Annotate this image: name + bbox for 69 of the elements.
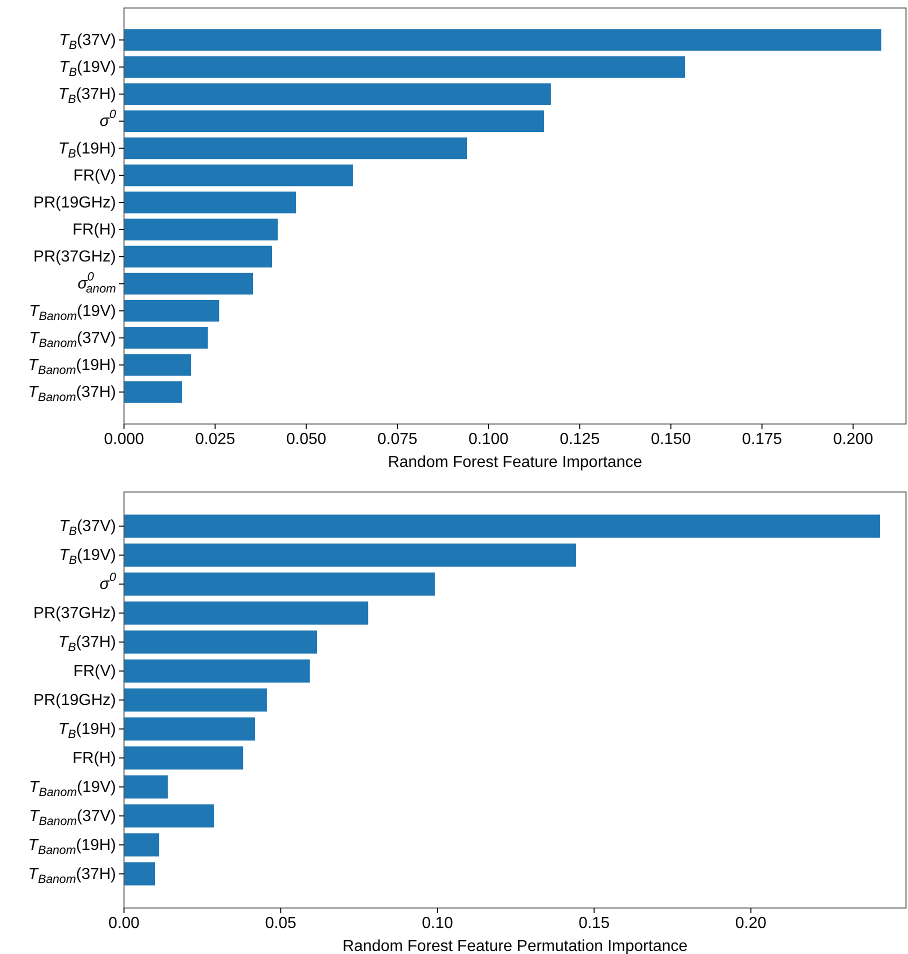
- y-tick-label: T$_{B}$(19H): [58, 720, 116, 741]
- bar: [124, 659, 310, 683]
- bar: [124, 544, 576, 567]
- x-tick-label: 0.175: [742, 431, 782, 448]
- bar: [124, 804, 214, 828]
- x-tick-label: 0.025: [195, 431, 236, 448]
- y-tick-label: PR(37GHz): [33, 604, 116, 622]
- bar: [124, 514, 880, 538]
- bar: [124, 56, 686, 78]
- bar: [124, 630, 318, 654]
- y-tick-label: FR(H): [72, 221, 116, 238]
- bar: [124, 572, 435, 596]
- x-tick-label: 0.05: [265, 915, 296, 932]
- y-tick-label: T$_{B}$(37H): [58, 86, 116, 106]
- x-tick-label: 0.050: [286, 431, 326, 448]
- x-axis-title: Random Forest Feature Permutation Importance: [342, 938, 688, 954]
- y-tick-label: T$_{Banom}$(19H): [28, 836, 116, 857]
- bar: [124, 354, 192, 376]
- y-tick-label: PR(37GHz): [33, 248, 116, 266]
- y-tick-label: T$_{Banom}$(37V): [29, 329, 116, 350]
- x-tick-label: 0.200: [833, 431, 874, 448]
- bar: [124, 29, 882, 51]
- x-tick-label: 0.20: [735, 915, 767, 932]
- bar: [124, 746, 244, 770]
- x-axis-title: Random Forest Feature Importance: [388, 454, 642, 471]
- bar: [124, 110, 544, 132]
- bar: [124, 272, 254, 295]
- y-tick-label: T$_{Banom}$(37V): [29, 807, 116, 828]
- y-tick-label: σ$^{0}$: [100, 107, 116, 130]
- y-tick-label: T$_{B}$(19V): [59, 58, 116, 80]
- bar: [124, 218, 278, 240]
- bar: [124, 192, 296, 214]
- y-tick-label: FR(V): [73, 662, 116, 680]
- y-tick-label: T$_{B}$(19V): [59, 546, 116, 568]
- bar: [124, 862, 156, 886]
- y-tick-label: FR(H): [72, 749, 116, 766]
- bar: [124, 833, 160, 856]
- y-tick-label: T$_{Banom}$(37H): [28, 384, 116, 404]
- y-tick-label: T$_{B}$(37H): [58, 634, 116, 654]
- x-tick-label: 0.15: [578, 915, 610, 932]
- x-tick-label: 0.075: [377, 431, 418, 448]
- x-tick-label: 0.100: [468, 431, 509, 448]
- x-tick-label: 0.150: [650, 431, 691, 448]
- y-tick-label: T$_{Banom}$(19V): [29, 778, 116, 799]
- y-tick-label: FR(V): [73, 166, 116, 184]
- x-tick-label: 0.125: [560, 431, 600, 448]
- y-tick-label: PR(19GHz): [33, 194, 116, 211]
- y-tick-label: T$_{Banom}$(37H): [28, 865, 116, 886]
- bar: [124, 602, 368, 625]
- bar: [124, 775, 168, 798]
- bar: [124, 83, 551, 105]
- y-tick-label: T$_{B}$(37V): [59, 31, 116, 52]
- y-tick-label: σ$^{0}$: [100, 570, 116, 593]
- y-tick-label: T$_{Banom}$(19V): [29, 302, 116, 323]
- x-tick-label: 0.000: [104, 431, 144, 448]
- bar: [124, 137, 468, 160]
- y-tick-label: T$_{B}$(19H): [58, 140, 116, 160]
- bar: [124, 300, 220, 322]
- bar: [124, 688, 267, 712]
- bar: [124, 164, 353, 186]
- y-tick-label: T$_{B}$(37V): [59, 518, 116, 538]
- bar: [124, 327, 208, 349]
- bar: [124, 717, 256, 741]
- x-tick-label: 0.10: [422, 915, 454, 932]
- y-tick-label: PR(19GHz): [33, 692, 116, 708]
- x-tick-label: 0.00: [108, 915, 140, 932]
- y-tick-label: T$_{Banom}$(19H): [28, 356, 116, 377]
- bar: [124, 246, 272, 268]
- bar: [124, 381, 182, 403]
